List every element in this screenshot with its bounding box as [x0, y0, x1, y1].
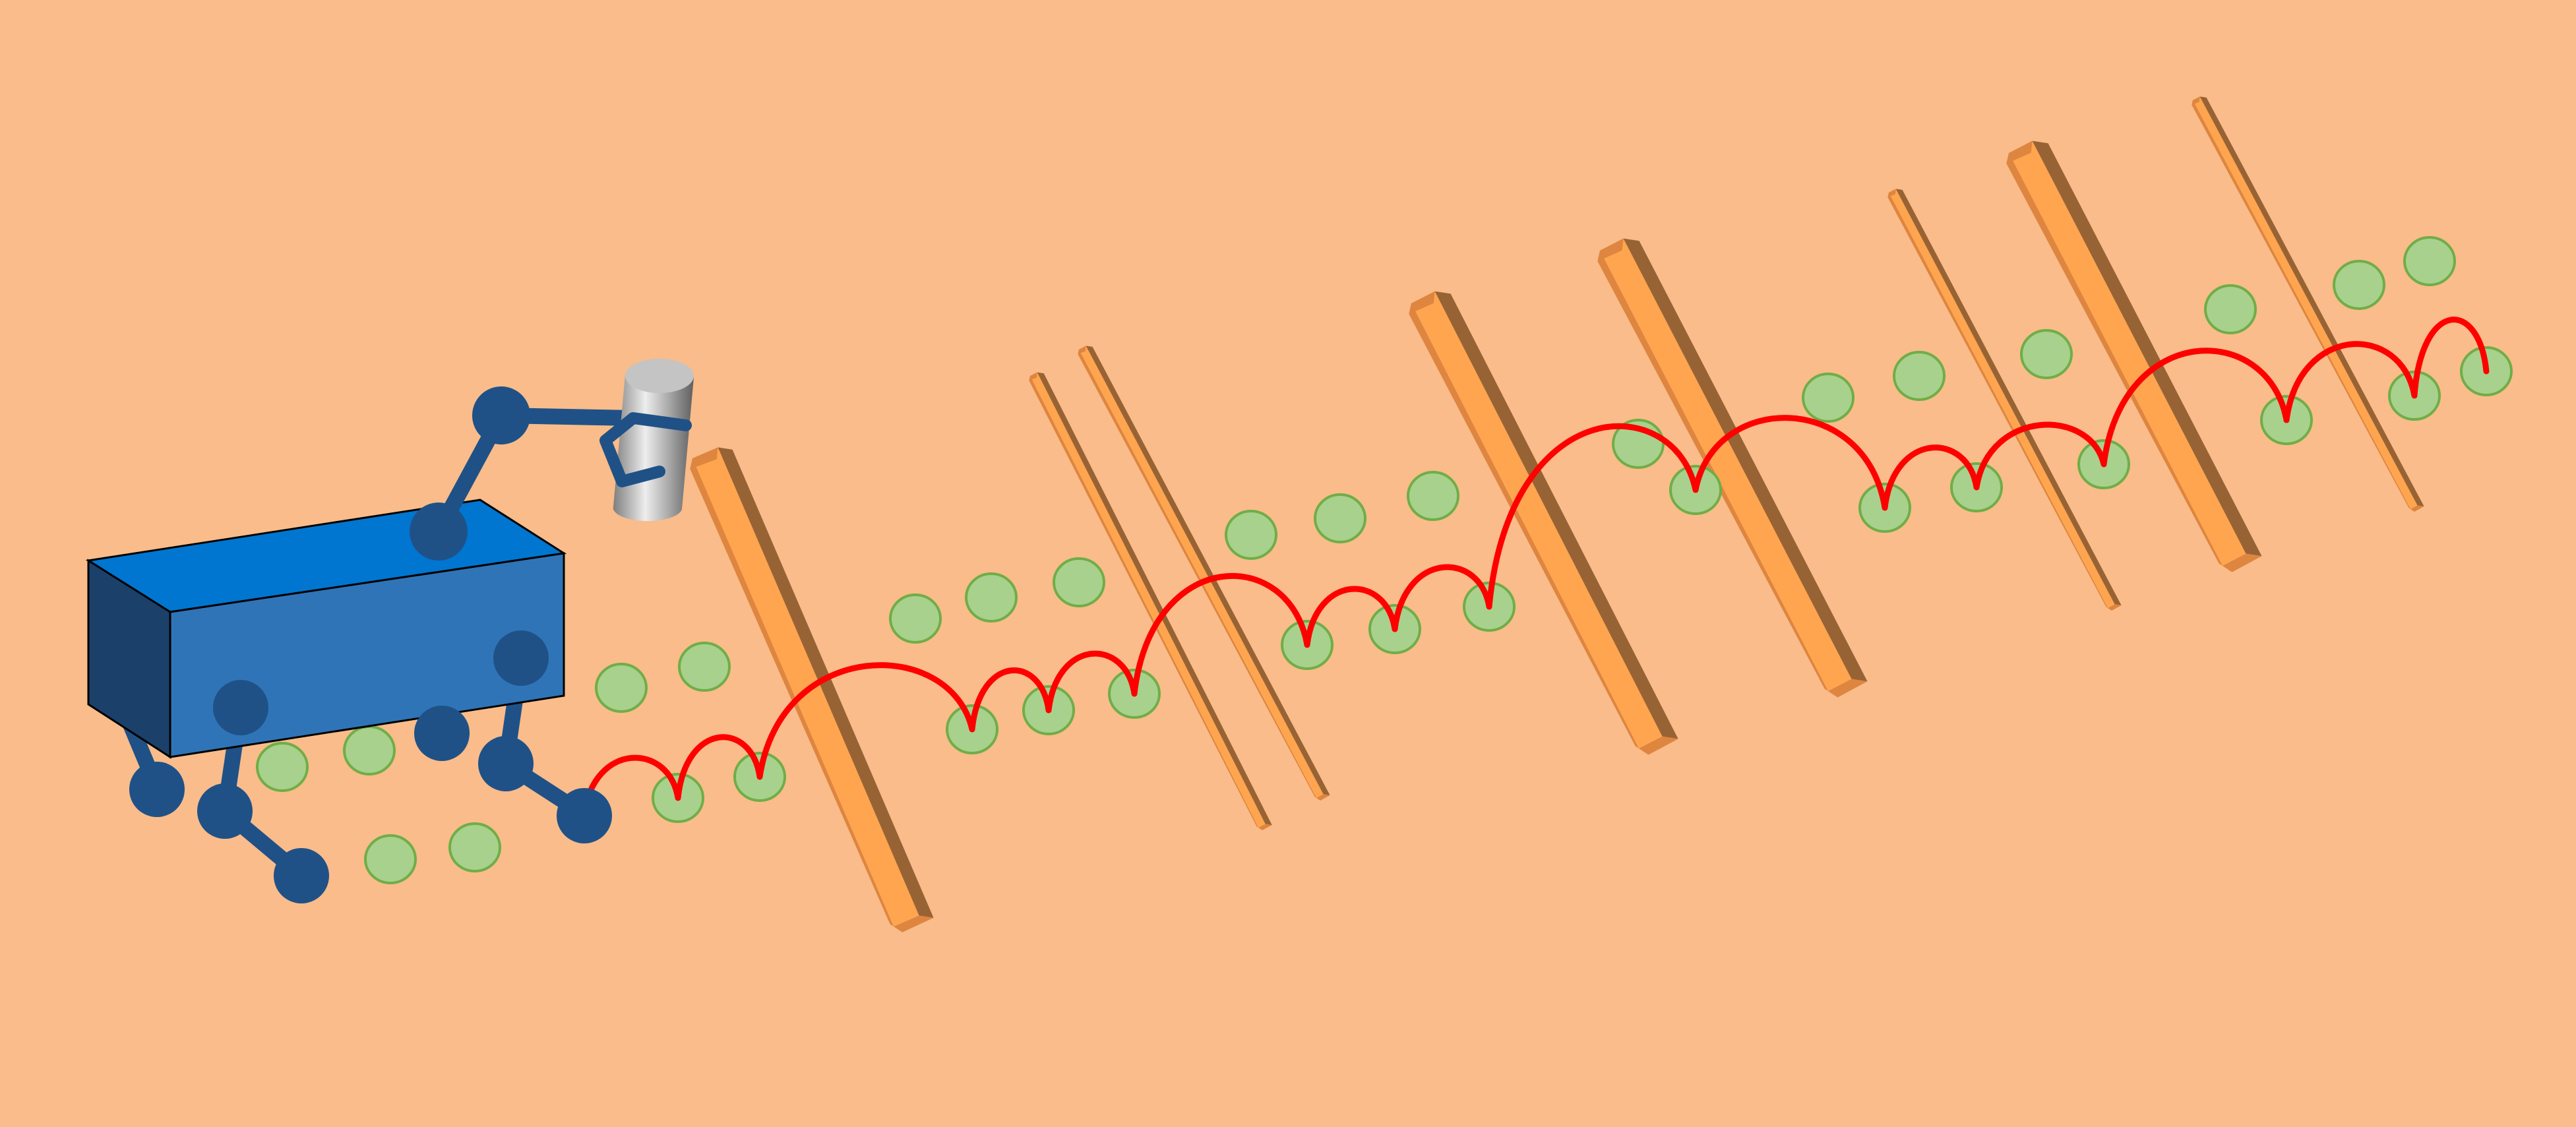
- foothold-marker: [595, 663, 648, 713]
- foothold-marker: [1314, 493, 1366, 543]
- obstacle-bottom: [894, 915, 934, 932]
- foothold-marker: [2403, 236, 2456, 286]
- arm-base-joint: [410, 503, 468, 561]
- obstacle-bottom: [2108, 604, 2122, 611]
- obstacle-face: [1600, 238, 1852, 691]
- foothold-marker: [678, 642, 731, 692]
- foothold-marker: [1407, 471, 1459, 521]
- obstacle-face: [1889, 189, 2115, 608]
- obstacle-bottom: [2410, 505, 2424, 512]
- obstacle-layer: [690, 96, 2424, 932]
- joint: [274, 848, 329, 903]
- joint: [478, 736, 534, 791]
- obstacle-dark-side: [2199, 96, 2424, 506]
- quadruped-robot: [85, 359, 694, 903]
- foothold-marker: [2333, 260, 2385, 310]
- foothold-marker: [343, 725, 396, 776]
- obstacle-wall: [1409, 291, 1678, 755]
- cylinder-tool-top: [625, 359, 694, 393]
- obstacle-wall: [1029, 372, 1272, 830]
- obstacle-bottom: [1316, 794, 1330, 801]
- obstacle-bottom: [1639, 736, 1678, 755]
- obstacle-face: [1411, 291, 1663, 749]
- jump-trajectory: [581, 317, 2490, 818]
- obstacle-dark-side: [1895, 189, 2122, 605]
- foothold-marker: [1053, 557, 1105, 607]
- joint: [197, 783, 253, 839]
- robot-joints: [129, 630, 612, 903]
- obstacle-bottom: [1258, 824, 1272, 830]
- obstacle-left-edge: [690, 458, 894, 927]
- obstacle-wall: [1887, 189, 2122, 611]
- obstacle-wall: [2192, 96, 2424, 512]
- obstacle-face: [1030, 372, 1266, 828]
- obstacle-wall: [1078, 346, 1330, 801]
- foothold-marker: [1802, 373, 1855, 423]
- obstacle-face: [1079, 346, 1324, 798]
- obstacle-face: [2193, 96, 2418, 509]
- foothold-marker: [364, 834, 417, 884]
- joint: [414, 706, 470, 761]
- obstacle-wall: [2006, 140, 2262, 572]
- obstacle-dark-side: [1623, 238, 1868, 682]
- foothold-marker: [2204, 284, 2257, 334]
- obstacle-left-edge: [2006, 153, 2223, 566]
- obstacle-left-edge: [1409, 303, 1639, 748]
- cylinder-tool-icon: [613, 375, 694, 522]
- obstacle-dark-side: [1086, 346, 1330, 795]
- obstacle-face: [2009, 140, 2246, 566]
- joint: [129, 762, 185, 817]
- foot: [557, 788, 612, 843]
- obstacle-top: [1597, 238, 1624, 262]
- obstacle-dark-side: [1434, 291, 1678, 739]
- gripper: [599, 412, 692, 487]
- robot-body-front: [169, 552, 565, 758]
- obstacle-wall: [690, 447, 934, 932]
- foothold-marker: [1893, 351, 1946, 401]
- obstacle-dark-side: [718, 447, 934, 918]
- foothold-marker: [965, 572, 1018, 623]
- foothold-marker: [1225, 510, 1277, 560]
- obstacle-left-edge: [1078, 350, 1316, 798]
- obstacle-top: [2006, 140, 2033, 164]
- obstacle-dark-side: [2032, 140, 2262, 557]
- obstacle-face: [692, 447, 919, 927]
- foothold-marker: [889, 594, 942, 644]
- joint: [493, 630, 549, 686]
- obstacle-bottom: [2223, 553, 2262, 572]
- obstacle-left-edge: [1597, 251, 1828, 691]
- obstacle-left-edge: [1887, 193, 2108, 608]
- obstacle-top: [690, 447, 718, 470]
- arm-elbow-joint: [472, 386, 530, 444]
- obstacle-left-edge: [2192, 100, 2410, 509]
- robot-arm: [410, 359, 694, 561]
- obstacle-wall: [1597, 238, 1868, 698]
- obstacle-top: [1409, 291, 1435, 315]
- obstacle-dark-side: [1037, 372, 1272, 826]
- foothold-marker: [448, 822, 501, 872]
- foothold-marker: [256, 742, 309, 792]
- obstacle-left-edge: [1029, 376, 1258, 828]
- joint: [213, 680, 268, 735]
- obstacle-bottom: [1828, 679, 1868, 698]
- foothold-marker: [2020, 329, 2073, 379]
